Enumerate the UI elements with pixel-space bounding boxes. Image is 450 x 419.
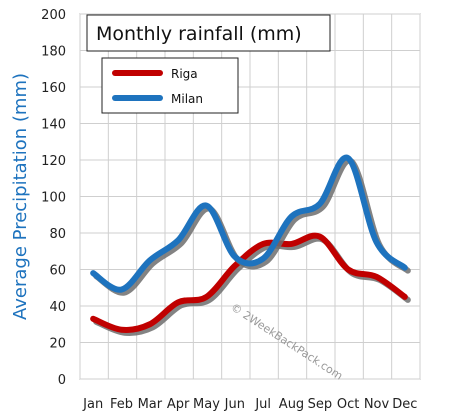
y-tick-labels: 0 20 40 60 80 100 120 140 160 180 200 <box>41 8 66 388</box>
series-milan-line <box>90 154 408 293</box>
x-tick-label: Apr <box>167 397 190 412</box>
title-box: Monthly rainfall (mm) <box>86 14 331 52</box>
series-riga-line <box>90 232 408 333</box>
y-axis-label: Average Precipitation (mm) <box>10 73 31 320</box>
y-tick-label: 60 <box>49 264 66 279</box>
x-tick-label: Aug <box>279 397 304 412</box>
y-tick-label: 20 <box>49 337 66 352</box>
y-tick-label: 140 <box>41 118 66 133</box>
y-tick-label: 160 <box>41 81 66 96</box>
x-tick-label: Jun <box>224 397 245 412</box>
x-tick-label: Oct <box>337 397 359 412</box>
x-tick-label: Mar <box>138 397 163 412</box>
x-tick-label: Nov <box>364 397 390 412</box>
x-tick-label: Sep <box>308 397 333 412</box>
y-tick-label: 180 <box>41 45 66 60</box>
y-tick-label: 40 <box>49 300 66 315</box>
y-tick-label: 120 <box>41 154 66 169</box>
legend-frame <box>101 57 239 114</box>
title-box-frame <box>86 14 331 52</box>
legend: Riga Milan <box>101 57 239 114</box>
legend-label-milan: Milan <box>171 92 203 106</box>
y-tick-label: 200 <box>41 8 66 23</box>
x-tick-label: Jul <box>254 397 271 412</box>
x-tick-label: Jan <box>82 397 103 412</box>
y-tick-label: 100 <box>41 191 66 206</box>
x-tick-label: Dec <box>392 397 417 412</box>
y-tick-label: 0 <box>58 373 66 388</box>
series-lines <box>90 154 411 336</box>
chart-title: Monthly rainfall (mm) <box>96 23 302 45</box>
y-tick-label: 80 <box>49 227 66 242</box>
x-tick-labels: Jan Feb Mar Apr May Jun Jul Aug Sep Oct Nov Dec <box>82 397 417 412</box>
x-tick-label: Feb <box>110 397 133 412</box>
legend-label-riga: Riga <box>171 67 198 81</box>
x-tick-label: May <box>193 397 220 412</box>
